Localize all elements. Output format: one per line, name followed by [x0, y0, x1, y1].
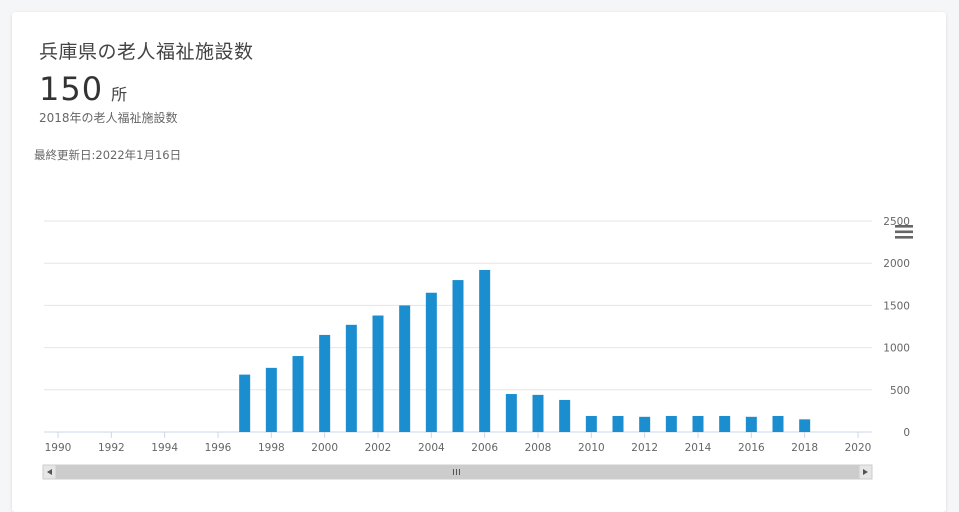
bar[interactable]: [319, 334, 331, 432]
bar[interactable]: [559, 399, 571, 432]
x-tick-label: 1994: [151, 442, 178, 454]
bar[interactable]: [772, 415, 784, 432]
chart-scrollbar[interactable]: [42, 464, 873, 480]
x-tick-label: 2010: [578, 442, 605, 454]
bar[interactable]: [505, 394, 517, 432]
bar[interactable]: [372, 315, 384, 432]
chart-area: 0 500 1000 1500 2000 2500 1990 1992 1994 1996 199…: [12, 197, 946, 487]
value-caption: 2018年の老人福祉施設数: [39, 111, 178, 125]
x-tick-label: 2012: [631, 442, 658, 454]
bar[interactable]: [745, 416, 757, 432]
bars: [239, 269, 811, 432]
bar[interactable]: [345, 324, 357, 432]
bar[interactable]: [425, 292, 437, 432]
y-tick-label: 500: [890, 385, 910, 397]
chart-card: 兵庫県の老人福祉施設数 150 所 2018年の老人福祉施設数 最終更新日:202…: [12, 12, 946, 512]
bar[interactable]: [399, 305, 411, 432]
x-tick-label: 2006: [471, 442, 498, 454]
current-value-unit: 所: [111, 85, 129, 104]
x-tick-label: 2014: [685, 442, 712, 454]
x-tick-label: 1990: [45, 442, 72, 454]
current-value: 150 所: [39, 70, 128, 108]
bar[interactable]: [719, 415, 731, 432]
bar[interactable]: [639, 416, 651, 432]
bar[interactable]: [292, 356, 304, 432]
scrollbar-thumb[interactable]: [56, 465, 859, 479]
current-value-number: 150: [39, 70, 104, 108]
last-updated: 最終更新日:2022年1月16日: [34, 148, 182, 162]
x-tick-label: 2004: [418, 442, 445, 454]
bar[interactable]: [692, 415, 704, 432]
x-axis-ticks: 1990 1992 1994 1996 1998 2000 2002 2004 2006 2008…: [45, 432, 872, 454]
x-tick-label: 2000: [311, 442, 338, 454]
y-tick-label: 1500: [883, 300, 910, 312]
y-tick-label: 2000: [883, 258, 910, 270]
bar[interactable]: [532, 394, 544, 432]
triangle-right-icon[interactable]: [858, 464, 873, 480]
bar[interactable]: [585, 415, 597, 432]
x-tick-label: 2020: [845, 442, 872, 454]
bar[interactable]: [612, 415, 624, 432]
bar[interactable]: [479, 269, 491, 432]
x-tick-label: 2016: [738, 442, 765, 454]
y-tick-label: 0: [903, 427, 910, 439]
x-tick-label: 2018: [791, 442, 818, 454]
hamburger-menu-icon[interactable]: [895, 225, 913, 239]
bar[interactable]: [265, 367, 277, 432]
bar[interactable]: [239, 374, 251, 432]
x-tick-label: 2008: [525, 442, 552, 454]
chart-title: 兵庫県の老人福祉施設数: [39, 41, 254, 63]
x-tick-label: 2002: [365, 442, 392, 454]
bar[interactable]: [452, 280, 464, 432]
x-tick-label: 1996: [205, 442, 232, 454]
x-tick-label: 1998: [258, 442, 285, 454]
y-tick-label: 1000: [883, 343, 910, 355]
grip-icon[interactable]: [453, 469, 460, 475]
x-tick-label: 1992: [98, 442, 125, 454]
triangle-left-icon[interactable]: [42, 464, 57, 480]
bar[interactable]: [665, 415, 677, 432]
bar[interactable]: [799, 419, 811, 432]
